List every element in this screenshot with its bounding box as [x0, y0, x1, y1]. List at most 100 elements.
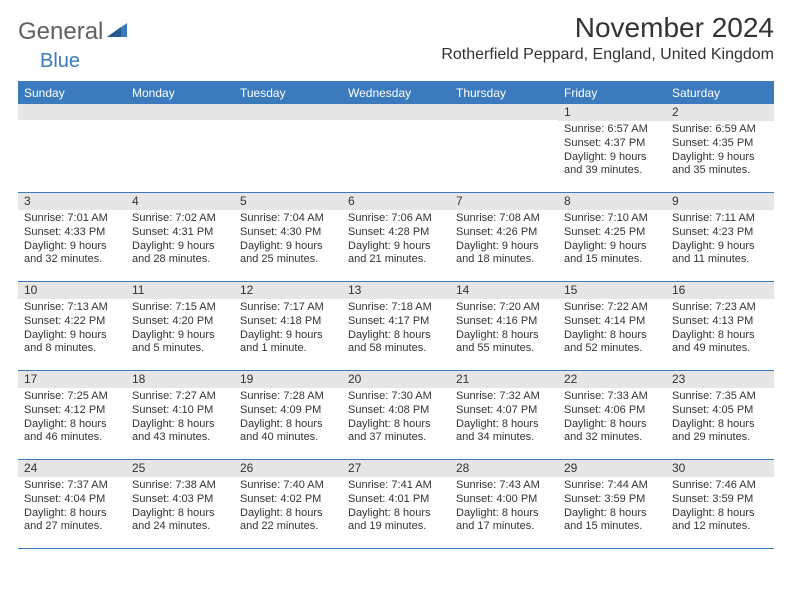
day-number: 28: [450, 460, 558, 477]
daylight-text: Daylight: 9 hours and 8 minutes.: [24, 329, 120, 357]
day-number: 1: [558, 104, 666, 121]
daylight-text: Daylight: 9 hours and 15 minutes.: [564, 240, 660, 268]
day-cell: 29Sunrise: 7:44 AMSunset: 3:59 PMDayligh…: [558, 460, 666, 548]
sunset-text: Sunset: 4:10 PM: [132, 404, 228, 418]
day-header: Friday: [558, 82, 666, 104]
daylight-text: Daylight: 9 hours and 39 minutes.: [564, 151, 660, 179]
day-cell: 23Sunrise: 7:35 AMSunset: 4:05 PMDayligh…: [666, 371, 774, 459]
sunrise-text: Sunrise: 7:01 AM: [24, 212, 120, 226]
sunset-text: Sunset: 4:13 PM: [672, 315, 768, 329]
day-cell: 3Sunrise: 7:01 AMSunset: 4:33 PMDaylight…: [18, 193, 126, 281]
week-row: 17Sunrise: 7:25 AMSunset: 4:12 PMDayligh…: [18, 371, 774, 460]
sunrise-text: Sunrise: 6:57 AM: [564, 123, 660, 137]
sunset-text: Sunset: 4:31 PM: [132, 226, 228, 240]
sunrise-text: Sunrise: 7:04 AM: [240, 212, 336, 226]
daylight-text: Daylight: 9 hours and 35 minutes.: [672, 151, 768, 179]
day-details: Sunrise: 7:41 AMSunset: 4:01 PMDaylight:…: [342, 477, 450, 538]
daylight-text: Daylight: 9 hours and 1 minute.: [240, 329, 336, 357]
day-cell: 14Sunrise: 7:20 AMSunset: 4:16 PMDayligh…: [450, 282, 558, 370]
sunrise-text: Sunrise: 7:11 AM: [672, 212, 768, 226]
sunset-text: Sunset: 4:37 PM: [564, 137, 660, 151]
day-details: Sunrise: 7:10 AMSunset: 4:25 PMDaylight:…: [558, 210, 666, 271]
day-details: Sunrise: 7:02 AMSunset: 4:31 PMDaylight:…: [126, 210, 234, 271]
day-cell: 18Sunrise: 7:27 AMSunset: 4:10 PMDayligh…: [126, 371, 234, 459]
day-header: Monday: [126, 82, 234, 104]
day-details: Sunrise: 6:57 AMSunset: 4:37 PMDaylight:…: [558, 121, 666, 182]
day-number: 5: [234, 193, 342, 210]
day-details: [234, 120, 342, 126]
sunset-text: Sunset: 4:01 PM: [348, 493, 444, 507]
day-cell: [342, 104, 450, 192]
day-details: Sunrise: 7:01 AMSunset: 4:33 PMDaylight:…: [18, 210, 126, 271]
day-cell: 25Sunrise: 7:38 AMSunset: 4:03 PMDayligh…: [126, 460, 234, 548]
sunset-text: Sunset: 4:25 PM: [564, 226, 660, 240]
sunrise-text: Sunrise: 7:27 AM: [132, 390, 228, 404]
day-number: 6: [342, 193, 450, 210]
day-number: 21: [450, 371, 558, 388]
day-number: 10: [18, 282, 126, 299]
daylight-text: Daylight: 8 hours and 19 minutes.: [348, 507, 444, 535]
title-block: November 2024 Rotherfield Peppard, Engla…: [441, 12, 774, 64]
daylight-text: Daylight: 8 hours and 37 minutes.: [348, 418, 444, 446]
day-details: Sunrise: 7:44 AMSunset: 3:59 PMDaylight:…: [558, 477, 666, 538]
day-cell: 19Sunrise: 7:28 AMSunset: 4:09 PMDayligh…: [234, 371, 342, 459]
sunset-text: Sunset: 4:26 PM: [456, 226, 552, 240]
day-number: 20: [342, 371, 450, 388]
day-cell: 2Sunrise: 6:59 AMSunset: 4:35 PMDaylight…: [666, 104, 774, 192]
week-row: 3Sunrise: 7:01 AMSunset: 4:33 PMDaylight…: [18, 193, 774, 282]
day-cell: 5Sunrise: 7:04 AMSunset: 4:30 PMDaylight…: [234, 193, 342, 281]
day-cell: [126, 104, 234, 192]
calendar-page: General November 2024 Rotherfield Peppar…: [0, 0, 792, 612]
day-cell: 17Sunrise: 7:25 AMSunset: 4:12 PMDayligh…: [18, 371, 126, 459]
sunrise-text: Sunrise: 7:06 AM: [348, 212, 444, 226]
day-cell: 20Sunrise: 7:30 AMSunset: 4:08 PMDayligh…: [342, 371, 450, 459]
day-header: Thursday: [450, 82, 558, 104]
sunrise-text: Sunrise: 7:30 AM: [348, 390, 444, 404]
day-cell: 28Sunrise: 7:43 AMSunset: 4:00 PMDayligh…: [450, 460, 558, 548]
day-details: Sunrise: 7:30 AMSunset: 4:08 PMDaylight:…: [342, 388, 450, 449]
day-number: [342, 104, 450, 120]
sunrise-text: Sunrise: 7:02 AM: [132, 212, 228, 226]
week-row: 24Sunrise: 7:37 AMSunset: 4:04 PMDayligh…: [18, 460, 774, 549]
daylight-text: Daylight: 8 hours and 17 minutes.: [456, 507, 552, 535]
day-number: 9: [666, 193, 774, 210]
location-subtitle: Rotherfield Peppard, England, United Kin…: [441, 46, 774, 64]
day-number: 17: [18, 371, 126, 388]
day-details: Sunrise: 7:46 AMSunset: 3:59 PMDaylight:…: [666, 477, 774, 538]
daylight-text: Daylight: 8 hours and 52 minutes.: [564, 329, 660, 357]
sunset-text: Sunset: 4:09 PM: [240, 404, 336, 418]
day-number: 29: [558, 460, 666, 477]
day-details: Sunrise: 7:17 AMSunset: 4:18 PMDaylight:…: [234, 299, 342, 360]
day-cell: 13Sunrise: 7:18 AMSunset: 4:17 PMDayligh…: [342, 282, 450, 370]
day-number: 15: [558, 282, 666, 299]
day-details: Sunrise: 7:25 AMSunset: 4:12 PMDaylight:…: [18, 388, 126, 449]
day-cell: 6Sunrise: 7:06 AMSunset: 4:28 PMDaylight…: [342, 193, 450, 281]
sunset-text: Sunset: 4:22 PM: [24, 315, 120, 329]
day-details: [18, 120, 126, 126]
daylight-text: Daylight: 8 hours and 58 minutes.: [348, 329, 444, 357]
sunset-text: Sunset: 4:28 PM: [348, 226, 444, 240]
sunset-text: Sunset: 4:08 PM: [348, 404, 444, 418]
day-details: Sunrise: 7:35 AMSunset: 4:05 PMDaylight:…: [666, 388, 774, 449]
day-number: 14: [450, 282, 558, 299]
sunrise-text: Sunrise: 6:59 AM: [672, 123, 768, 137]
daylight-text: Daylight: 8 hours and 43 minutes.: [132, 418, 228, 446]
day-details: Sunrise: 7:04 AMSunset: 4:30 PMDaylight:…: [234, 210, 342, 271]
sunrise-text: Sunrise: 7:28 AM: [240, 390, 336, 404]
day-header: Wednesday: [342, 82, 450, 104]
day-details: [450, 120, 558, 126]
day-details: Sunrise: 7:11 AMSunset: 4:23 PMDaylight:…: [666, 210, 774, 271]
day-cell: 15Sunrise: 7:22 AMSunset: 4:14 PMDayligh…: [558, 282, 666, 370]
day-number: 25: [126, 460, 234, 477]
daylight-text: Daylight: 8 hours and 34 minutes.: [456, 418, 552, 446]
day-cell: 22Sunrise: 7:33 AMSunset: 4:06 PMDayligh…: [558, 371, 666, 459]
daylight-text: Daylight: 9 hours and 28 minutes.: [132, 240, 228, 268]
sunrise-text: Sunrise: 7:20 AM: [456, 301, 552, 315]
sunrise-text: Sunrise: 7:33 AM: [564, 390, 660, 404]
sunset-text: Sunset: 4:12 PM: [24, 404, 120, 418]
day-cell: 27Sunrise: 7:41 AMSunset: 4:01 PMDayligh…: [342, 460, 450, 548]
sunset-text: Sunset: 4:06 PM: [564, 404, 660, 418]
day-cell: 1Sunrise: 6:57 AMSunset: 4:37 PMDaylight…: [558, 104, 666, 192]
day-details: Sunrise: 6:59 AMSunset: 4:35 PMDaylight:…: [666, 121, 774, 182]
day-number: [18, 104, 126, 120]
